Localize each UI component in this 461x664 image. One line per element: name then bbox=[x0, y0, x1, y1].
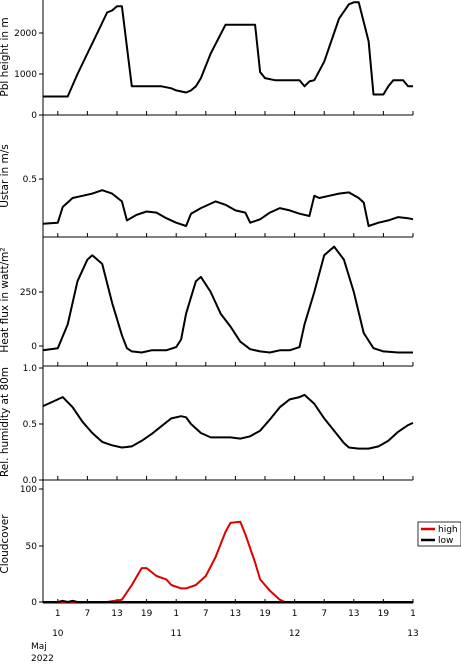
y-tick-label: 0.5 bbox=[23, 420, 37, 430]
series-line-main bbox=[42, 245, 413, 354]
panel-pbl-height: Pbl height in m bbox=[0, 17, 11, 96]
panel-heat-flux: Heat flux in watt/m² bbox=[0, 247, 11, 352]
ustar-axis-label: Ustar in m/s bbox=[0, 144, 11, 208]
y-tick-label: 250 bbox=[20, 288, 37, 298]
legend-low-label: low bbox=[438, 536, 453, 546]
hour-tick-label: 1 bbox=[410, 609, 416, 619]
pbl-height-axis-label: Pbl height in m bbox=[0, 17, 11, 96]
time-axis-ticks: 1 7 13 19 1 7 13 19 1 7 13 19 1 10 11 12 13 bbox=[52, 609, 419, 639]
day-tick-label: 11 bbox=[170, 629, 181, 639]
heat-flux-axis-label: Heat flux in watt/m² bbox=[0, 247, 11, 352]
month-label: Maj bbox=[31, 642, 47, 652]
series-line-main bbox=[42, 189, 414, 227]
series-line-main bbox=[42, 393, 414, 450]
panel-2-plot: 0 250 bbox=[20, 237, 414, 367]
y-tick-label: 0 bbox=[31, 111, 37, 121]
legend-high-label: high bbox=[438, 525, 458, 535]
y-tick-label: 1000 bbox=[14, 70, 37, 80]
panel-1-plot: 0.5 bbox=[23, 115, 414, 238]
cloudcover-legend: high low bbox=[417, 521, 461, 547]
hour-tick-label: 19 bbox=[141, 609, 153, 619]
hour-tick-label: 13 bbox=[348, 609, 359, 619]
hour-tick-label: 19 bbox=[259, 609, 271, 619]
humidity-axis-label: Rel. humidity at 80m bbox=[0, 367, 11, 477]
hour-tick-label: 1 bbox=[173, 609, 179, 619]
panel-ustar: Ustar in m/s bbox=[0, 144, 11, 208]
y-tick-label: 100 bbox=[20, 485, 37, 495]
y-tick-label: 1.0 bbox=[23, 364, 38, 374]
y-tick-label: 0.0 bbox=[23, 476, 38, 486]
panel-cloudcover: Cloudcover bbox=[0, 514, 11, 574]
y-tick-label: 2000 bbox=[14, 29, 37, 39]
panel-0-plot: 0 1000 2000 bbox=[14, 0, 414, 121]
series-line-high bbox=[43, 520, 413, 603]
panel-humidity: Rel. humidity at 80m bbox=[0, 367, 11, 477]
hour-tick-label: 1 bbox=[292, 609, 298, 619]
cloudcover-axis-label: Cloudcover bbox=[0, 514, 11, 574]
y-tick-label: 0.5 bbox=[23, 175, 37, 185]
hour-tick-label: 1 bbox=[55, 609, 61, 619]
day-tick-label: 10 bbox=[52, 629, 64, 639]
panel-3-plot: 0.0 0.5 1.0 bbox=[23, 364, 414, 486]
series-line-low bbox=[43, 599, 413, 603]
hour-tick-label: 7 bbox=[85, 609, 91, 619]
hour-tick-label: 13 bbox=[111, 609, 122, 619]
day-tick-label: 12 bbox=[289, 629, 300, 639]
hour-tick-label: 13 bbox=[230, 609, 241, 619]
hour-tick-label: 7 bbox=[203, 609, 209, 619]
series-line-main bbox=[43, 1, 413, 98]
hour-tick-label: 19 bbox=[378, 609, 390, 619]
y-tick-label: 0 bbox=[31, 598, 37, 608]
year-label: 2022 bbox=[31, 654, 54, 664]
y-tick-label: 0 bbox=[31, 342, 37, 352]
hour-tick-label: 7 bbox=[321, 609, 327, 619]
day-tick-label: 13 bbox=[407, 629, 418, 639]
legend-box bbox=[417, 521, 461, 547]
time-axis: Maj 2022 bbox=[31, 642, 54, 664]
y-tick-label: 50 bbox=[26, 542, 38, 552]
panel-4-plot: 0 50 100 bbox=[20, 480, 414, 608]
